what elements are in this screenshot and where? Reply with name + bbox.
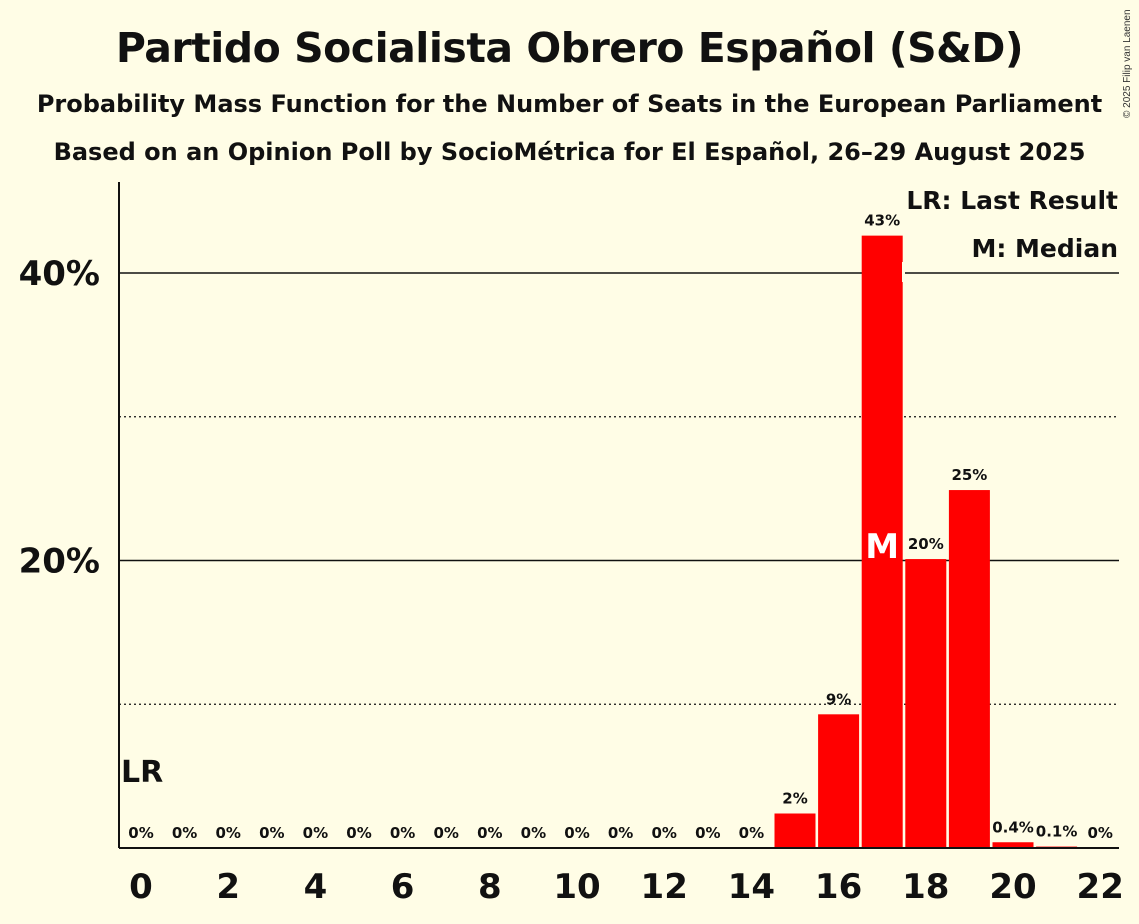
x-tick-label: 14 xyxy=(728,867,775,907)
gridline-gap xyxy=(902,262,905,282)
bar-value-label: 0% xyxy=(346,824,371,842)
x-tick-label: 12 xyxy=(641,867,688,907)
bar xyxy=(861,235,903,848)
bar xyxy=(992,842,1034,848)
bar-value-label: 9% xyxy=(826,690,851,708)
bar-value-label: 2% xyxy=(782,790,807,808)
x-tick-label: 18 xyxy=(902,867,949,907)
bar xyxy=(818,714,860,848)
bar-value-label: 0% xyxy=(521,824,546,842)
chart-source-subtitle: Based on an Opinion Poll by SocioMétrica… xyxy=(53,138,1086,166)
y-tick-label: 40% xyxy=(19,254,100,294)
bar-value-label: 0% xyxy=(390,824,415,842)
bar-value-label: 0% xyxy=(259,824,284,842)
x-tick-label: 16 xyxy=(815,867,862,907)
median-marker: M xyxy=(865,527,899,567)
bar-value-label: 0% xyxy=(695,824,720,842)
legend-last-result: LR: Last Result xyxy=(906,186,1118,215)
bar-value-label: 0% xyxy=(128,824,153,842)
bar-value-label: 0% xyxy=(215,824,240,842)
bar-value-label: 0.4% xyxy=(992,818,1034,836)
bar-value-label: 0% xyxy=(739,824,764,842)
bar-value-label: 0% xyxy=(433,824,458,842)
bar-value-label: 0.1% xyxy=(1036,823,1078,841)
x-tick-label: 2 xyxy=(216,867,240,907)
bar-value-label: 0% xyxy=(303,824,328,842)
bar-value-label: 20% xyxy=(908,535,944,553)
x-tick-label: 10 xyxy=(553,867,600,907)
legend-median: M: Median xyxy=(971,234,1118,263)
bar-value-label: 25% xyxy=(951,466,987,484)
chart-subtitle: Probability Mass Function for the Number… xyxy=(36,90,1103,118)
x-tick-label: 6 xyxy=(391,867,415,907)
bar-value-label: 0% xyxy=(608,824,633,842)
chart-title: Partido Socialista Obrero Español (S&D) xyxy=(115,24,1024,72)
bar xyxy=(774,813,816,848)
bar xyxy=(905,559,947,848)
x-tick-label: 4 xyxy=(304,867,328,907)
x-tick-label: 22 xyxy=(1077,867,1124,907)
bar-value-label: 0% xyxy=(477,824,502,842)
y-tick-label: 20% xyxy=(19,542,100,582)
x-tick-label: 8 xyxy=(478,867,502,907)
bar-value-label: 0% xyxy=(651,824,676,842)
bar-value-label: 43% xyxy=(864,212,900,230)
x-tick-label: 0 xyxy=(129,867,153,907)
bar xyxy=(948,490,990,848)
bar-value-label: 0% xyxy=(1087,824,1112,842)
bar-value-label: 0% xyxy=(172,824,197,842)
last-result-marker: LR xyxy=(121,755,163,790)
bar-value-label: 0% xyxy=(564,824,589,842)
x-tick-label: 20 xyxy=(989,867,1036,907)
